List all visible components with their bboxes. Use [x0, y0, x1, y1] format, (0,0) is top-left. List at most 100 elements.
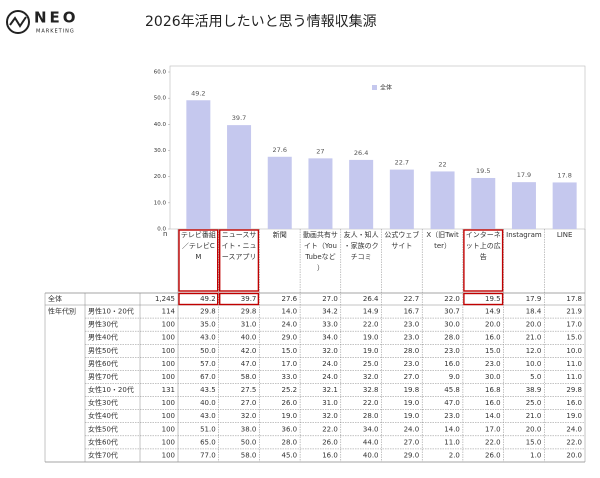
- table-cell: 16.0: [485, 334, 501, 342]
- table-cell: 23.0: [404, 321, 420, 329]
- value-label: 19.5: [476, 167, 490, 175]
- table-cell: 40.0: [200, 399, 216, 407]
- table-cell: 28.0: [363, 412, 379, 420]
- n-cell: 100: [162, 334, 175, 342]
- n-cell: 100: [162, 412, 175, 420]
- table-cell: 32.0: [241, 412, 257, 420]
- table-cell: 25.0: [363, 360, 379, 368]
- value-label: 17.8: [557, 171, 571, 179]
- table-cell: 29.8: [241, 308, 257, 316]
- bar: [308, 158, 333, 229]
- table-cell: 28.0: [404, 347, 420, 355]
- table-cell: 22.0: [566, 438, 582, 446]
- table-cell: 24.0: [282, 321, 298, 329]
- value-label: 22.7: [395, 159, 409, 167]
- table-cell: 58.0: [241, 451, 257, 459]
- table-cell: 23.0: [444, 412, 460, 420]
- table-cell: 38.9: [526, 386, 542, 394]
- legend-swatch: [372, 85, 377, 90]
- table-cell: 25.2: [282, 386, 298, 394]
- row-label: 女性40代: [88, 411, 118, 420]
- x-tick-label: テレビ番組／テレビC M: [181, 230, 216, 261]
- table-cell: 29.0: [282, 334, 298, 342]
- table-cell: 30.0: [485, 373, 501, 381]
- table-cell: 19.8: [404, 386, 420, 394]
- n-cell: 114: [162, 308, 176, 316]
- highlight-cell: [463, 292, 504, 306]
- table-cell: 28.0: [282, 438, 298, 446]
- bar: [471, 177, 496, 229]
- table-cell: 25.0: [526, 399, 542, 407]
- y-tick-label: 0.0: [157, 227, 166, 233]
- row-label: 男性50代: [88, 346, 118, 355]
- table-cell: 29.0: [404, 451, 420, 459]
- highlight-header: [463, 229, 504, 292]
- table-cell: 14.0: [444, 425, 460, 433]
- table-cell: 47.0: [241, 360, 257, 368]
- table-cell: 40.0: [241, 334, 257, 342]
- table-cell: 16.0: [566, 399, 582, 407]
- legend-label: 全体: [380, 84, 392, 92]
- x-tick-label: LINE: [557, 231, 573, 239]
- table-cell: 20.0: [485, 321, 501, 329]
- table-cell: 14.9: [485, 308, 501, 316]
- logo-wave: [9, 16, 27, 28]
- table-cell: 36.0: [282, 425, 298, 433]
- table-cell: 22.0: [322, 425, 338, 433]
- table-cell: 32.0: [322, 347, 338, 355]
- table-cell: 40.0: [363, 451, 379, 459]
- table-cell: 10.0: [526, 360, 542, 368]
- logo-name: NEO: [34, 9, 79, 27]
- table-cell: 33.0: [322, 321, 338, 329]
- n-cell: 100: [162, 321, 175, 329]
- plot-frame: [169, 65, 586, 230]
- table-cell: 77.0: [200, 451, 216, 459]
- table-cell: 19.0: [363, 334, 379, 342]
- n-cell: 100: [162, 438, 175, 446]
- table-cell: 14.9: [363, 308, 379, 316]
- table-cell: 24.0: [566, 425, 582, 433]
- y-tick-label: 40.0: [154, 122, 167, 128]
- table-cell: 10.0: [566, 347, 582, 355]
- highlight-header: [218, 229, 260, 292]
- n-cell: 131: [162, 386, 175, 394]
- row-label: 男性60代: [88, 359, 118, 368]
- bar: [552, 182, 577, 229]
- highlight-cell: [178, 292, 219, 306]
- table-cell: 14.0: [282, 308, 298, 316]
- table-cell: 22.0: [485, 438, 501, 446]
- table-cell: 20.0: [526, 321, 542, 329]
- table-cell: 43.0: [200, 412, 216, 420]
- table-cell: 26.4: [363, 295, 379, 303]
- table-cell: 39.7: [241, 295, 257, 303]
- table-cell: 9.0: [449, 373, 460, 381]
- chart-title: 2026年活用したいと思う情報収集源: [145, 13, 377, 30]
- table-cell: 30.0: [444, 321, 460, 329]
- table-cell: 65.0: [200, 438, 216, 446]
- row-label: 女性70代: [88, 450, 118, 459]
- table-cell: 29.8: [200, 308, 216, 316]
- table-cell: 31.0: [322, 399, 338, 407]
- table-cell: 17.0: [566, 321, 582, 329]
- table-cell: 22.0: [363, 399, 379, 407]
- table-cell: 45.8: [444, 386, 460, 394]
- bar: [511, 182, 536, 229]
- table-cell: 17.0: [282, 360, 298, 368]
- table-cell: 58.0: [241, 373, 257, 381]
- n-cell: 100: [162, 360, 175, 368]
- n-cell: 100: [162, 347, 175, 355]
- table-cell: 43.5: [200, 386, 216, 394]
- table-cell: 30.7: [444, 308, 460, 316]
- n-header: n: [163, 230, 167, 238]
- table-cell: 21.0: [526, 334, 542, 342]
- table-cell: 5.0: [530, 373, 541, 381]
- logo: NEO MARKETING: [6, 9, 79, 35]
- row-label: 男性10・20代: [88, 307, 134, 316]
- highlight-cell: [218, 292, 260, 306]
- table-cell: 27.0: [404, 438, 420, 446]
- y-tick-label: 50.0: [154, 96, 167, 102]
- table-cell: 26.0: [282, 399, 298, 407]
- table-cell: 19.0: [404, 399, 420, 407]
- table-cell: 44.0: [363, 438, 379, 446]
- value-label: 27.6: [273, 146, 287, 154]
